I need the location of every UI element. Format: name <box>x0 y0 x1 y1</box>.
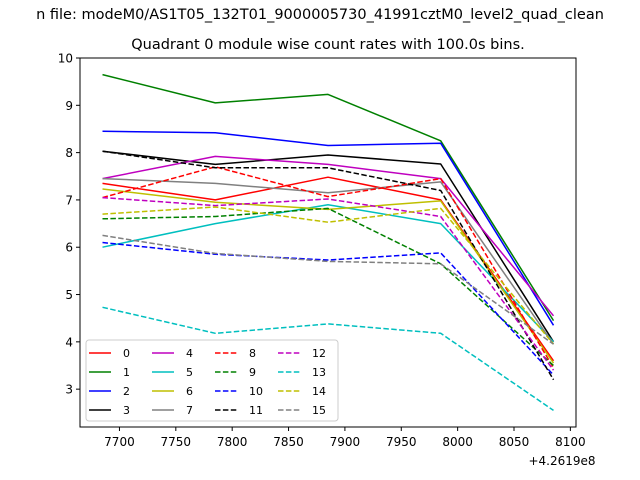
x-tick-label: 8000 <box>442 435 473 449</box>
series-line-7 <box>102 177 555 345</box>
legend-label-7: 7 <box>186 404 193 417</box>
legend-label-3: 3 <box>123 404 130 417</box>
series-line-8 <box>102 166 555 369</box>
figure-suptitle: n file: modeM0/AS1T05_132T01_9000005730_… <box>36 7 604 23</box>
legend-box <box>85 339 339 422</box>
x-tick-label: 8100 <box>555 435 586 449</box>
legend-label-9: 9 <box>249 366 256 379</box>
legend-label-0: 0 <box>123 347 130 360</box>
x-tick-label: 7700 <box>104 435 135 449</box>
x-tick-label: 7900 <box>330 435 361 449</box>
series-layer <box>102 73 555 412</box>
series-line-15 <box>102 234 554 345</box>
y-tick-label: 9 <box>65 99 73 113</box>
x-tick-label: 7950 <box>386 435 417 449</box>
x-axis: 7700 7750 7800 7850 7900 7950 8000 8050 8100 <box>104 427 586 449</box>
series-line-2 <box>102 130 555 326</box>
y-tick-label: 4 <box>65 335 73 349</box>
legend-label-13: 13 <box>312 366 326 379</box>
series-line-5 <box>102 203 555 343</box>
y-tick-label: 5 <box>65 288 73 302</box>
legend-label-5: 5 <box>186 366 193 379</box>
legend-label-4: 4 <box>186 347 193 360</box>
y-tick-label: 8 <box>65 146 73 160</box>
chart-title: Quadrant 0 module wise count rates with … <box>131 37 525 53</box>
y-tick-label: 6 <box>65 241 73 255</box>
y-tick-label: 3 <box>65 383 73 397</box>
series-line-10 <box>102 241 555 376</box>
legend-label-15: 15 <box>312 404 326 417</box>
legend-label-10: 10 <box>249 385 263 398</box>
plot-frame <box>79 57 577 428</box>
series-line-6 <box>102 188 555 364</box>
series-line-13 <box>102 306 554 412</box>
legend-label-8: 8 <box>249 347 256 360</box>
y-axis: 3 4 5 6 7 8 9 10 <box>58 52 80 397</box>
x-axis-offset-label: +4.2619e8 <box>528 454 595 468</box>
series-line-12 <box>102 196 555 371</box>
legend-label-12: 12 <box>312 347 326 360</box>
x-tick-label: 7800 <box>217 435 248 449</box>
x-tick-label: 8050 <box>499 435 530 449</box>
x-tick-label: 7750 <box>161 435 192 449</box>
y-tick-label: 7 <box>65 193 73 207</box>
legend-label-11: 11 <box>249 404 263 417</box>
x-tick-label: 7850 <box>273 435 304 449</box>
legend-label-6: 6 <box>186 385 193 398</box>
series-line-14 <box>102 206 555 345</box>
legend-label-1: 1 <box>123 366 130 379</box>
series-line-4 <box>102 155 555 317</box>
legend-label-2: 2 <box>123 385 130 398</box>
series-line-9 <box>102 207 555 367</box>
y-tick-label: 10 <box>58 52 73 66</box>
legend-label-14: 14 <box>312 385 326 398</box>
series-line-1 <box>102 73 555 321</box>
